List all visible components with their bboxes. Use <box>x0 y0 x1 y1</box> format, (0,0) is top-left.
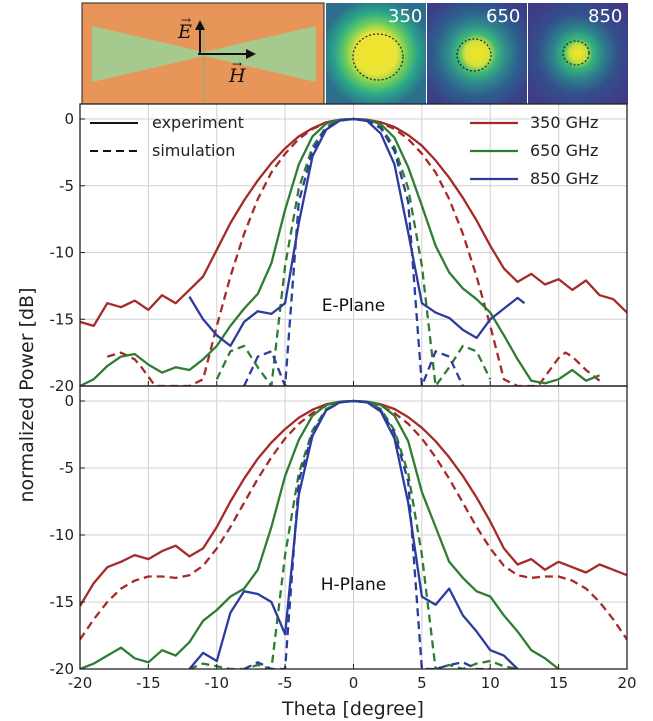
beam-image-650: 650 <box>427 3 527 104</box>
y-tick-label: -5 <box>59 459 74 477</box>
legend-label: experiment <box>152 113 244 132</box>
legend-label: simulation <box>152 141 235 160</box>
x-tick-label: -15 <box>136 674 161 692</box>
x-tick-label: 0 <box>349 674 359 692</box>
series-line-850ghz-simulation <box>243 117 464 386</box>
beam-label-850: 850 <box>588 6 622 27</box>
y-tick-label: -20 <box>50 660 75 678</box>
beam-label-650: 650 <box>486 6 520 27</box>
y-tick-label: -15 <box>50 310 75 328</box>
plane-annotation: H-Plane <box>321 575 387 595</box>
y-tick-label: -15 <box>50 593 75 611</box>
e-plane-panel: 0 -5 -10 -15 -20 E-Plane experiment simulation 3… <box>50 103 628 395</box>
series-group <box>80 399 627 669</box>
h-plane-panel: 0 -5 -10 -15 -20-20 -15 -10 -5 0 5 10 15 20 H-Plane <box>50 385 637 692</box>
legend-label: 650 GHz <box>530 141 598 160</box>
e-field-label: E <box>177 21 192 43</box>
x-tick-label: 20 <box>617 674 636 692</box>
series-line-350ghz-simulation <box>80 399 627 641</box>
x-tick-label: -20 <box>68 674 93 692</box>
x-tick-label: 5 <box>417 674 427 692</box>
svg-text:→: → <box>232 57 242 71</box>
x-axis-label: Theta [degree] <box>281 698 424 720</box>
legend-label: 850 GHz <box>530 169 598 188</box>
h-field-label: H <box>228 65 246 87</box>
series-line-850ghz-simulation <box>243 399 491 669</box>
y-tick-label: -10 <box>50 526 75 544</box>
legend-label: 350 GHz <box>530 113 598 132</box>
beam-image-350: 350 <box>326 3 426 104</box>
y-tick-label: -10 <box>50 244 75 262</box>
horn-schematic: E → H → <box>81 2 325 105</box>
beam-label-350: 350 <box>388 6 422 27</box>
y-tick-label: -20 <box>50 377 75 395</box>
plane-annotation: E-Plane <box>322 296 386 316</box>
series-group <box>80 117 627 386</box>
x-tick-label: 15 <box>549 674 568 692</box>
y-axis-label: normalized Power [dB] <box>16 287 38 502</box>
y-tick-label: 0 <box>64 110 74 128</box>
y-tick-label: -5 <box>59 177 74 195</box>
svg-text:→: → <box>181 13 191 27</box>
x-tick-label: -10 <box>205 674 230 692</box>
x-tick-label: -5 <box>278 674 293 692</box>
y-tick-label: 0 <box>64 392 74 410</box>
x-tick-label: 10 <box>481 674 500 692</box>
beam-image-850: 850 <box>528 3 628 104</box>
series-line-650ghz-experiment <box>80 399 560 669</box>
